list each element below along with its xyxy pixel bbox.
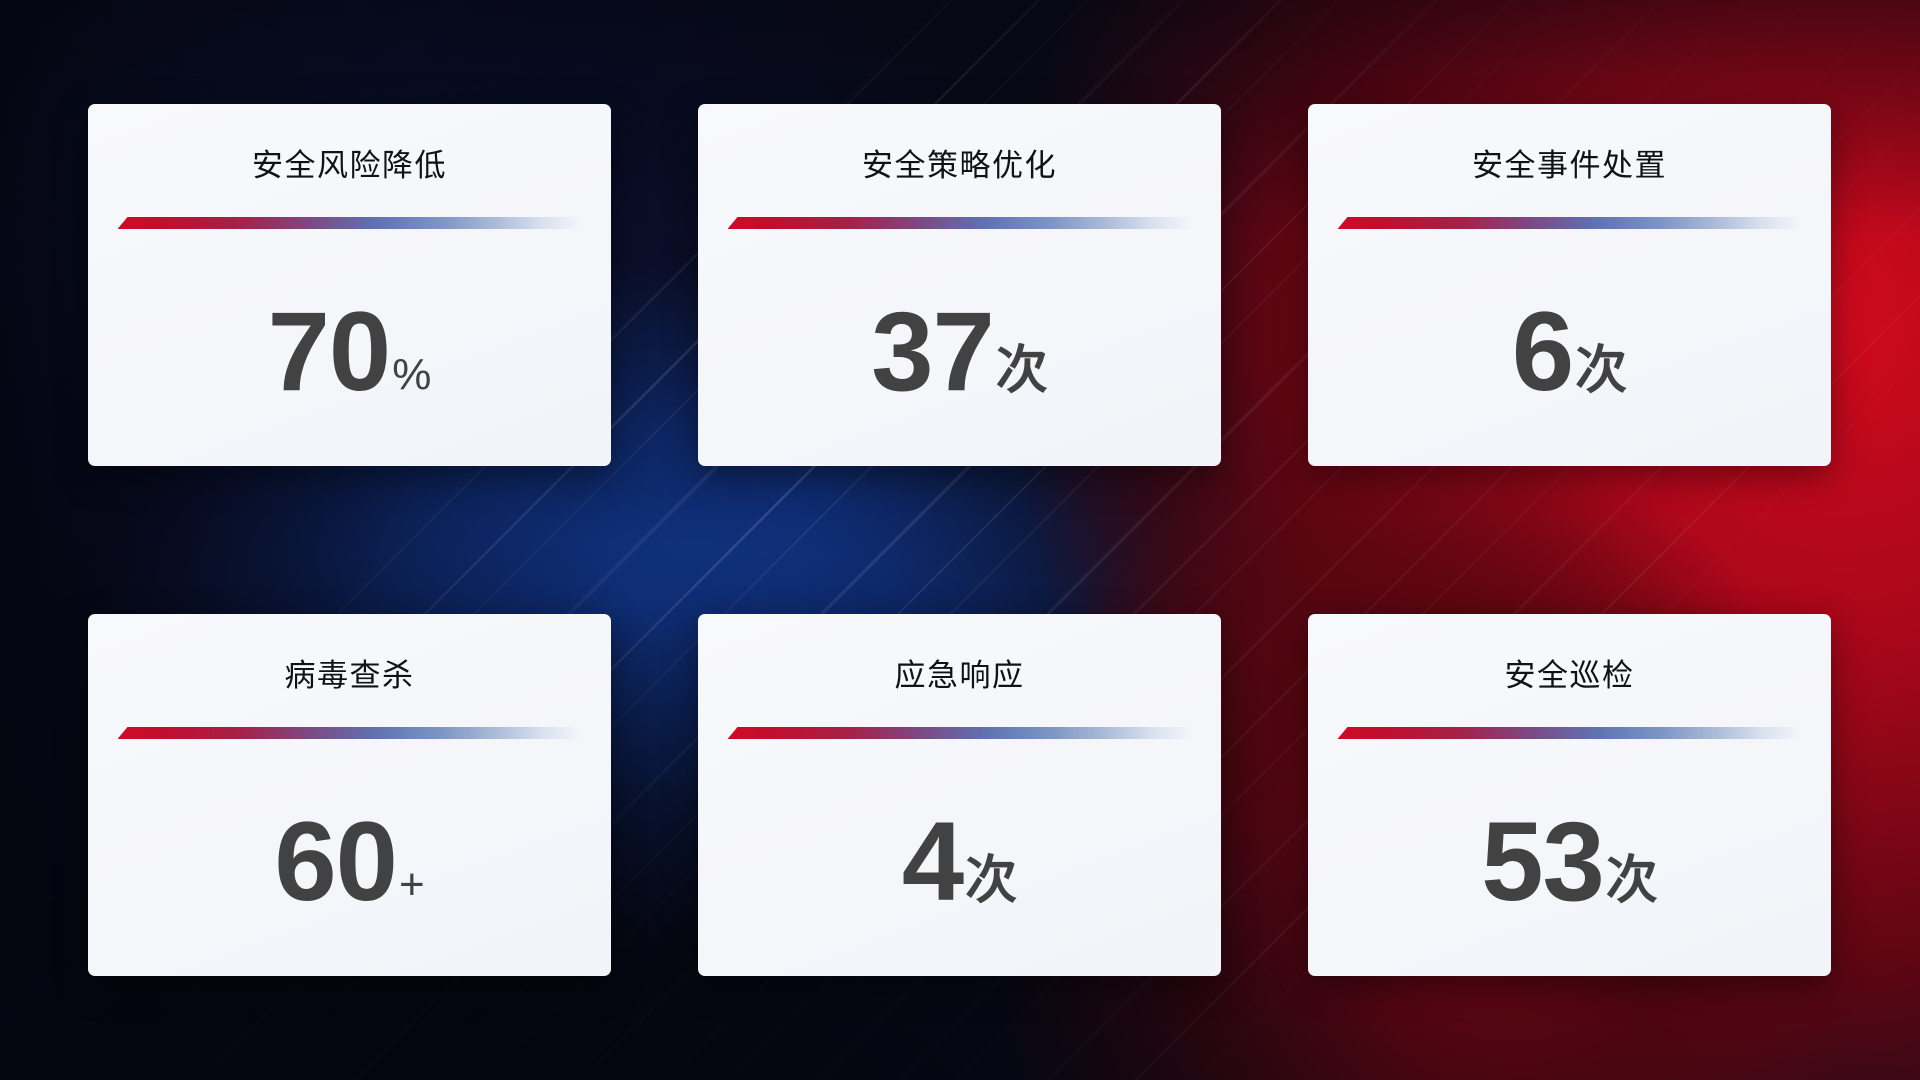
gradient-rule [117, 727, 582, 739]
gradient-rule [1337, 217, 1802, 229]
stat-card-title: 安全事件处置 [1472, 148, 1667, 183]
stat-card-value: 37 次 [871, 296, 1048, 408]
stat-card-suffix: % [392, 350, 432, 399]
stat-card-divider [727, 727, 1192, 739]
stat-card-value: 53 次 [1481, 806, 1658, 918]
stat-card-number: 4 [901, 799, 964, 924]
stat-card[interactable]: 应急响应 4 次 [698, 614, 1221, 976]
stat-card-divider [1337, 727, 1802, 739]
stat-card-suffix: 次 [965, 852, 1018, 910]
stat-card-divider [117, 217, 582, 229]
stat-card-suffix: + [398, 860, 425, 909]
stat-card-title: 安全风险降低 [252, 148, 447, 183]
stat-card-value: 60 + [274, 806, 424, 918]
stat-card-value: 70% [268, 296, 432, 408]
stat-card-number: 6 [1511, 289, 1574, 414]
stat-card-divider [727, 217, 1192, 229]
stat-card-grid: 安全风险降低 70% 安全策略优化 37 次安全事件处置 6 次病毒查杀 60 + 应急响应 4 次安… [88, 104, 1832, 976]
stat-card-suffix: 次 [995, 342, 1048, 400]
stat-card[interactable]: 安全巡检 53 次 [1308, 614, 1831, 976]
stat-card-suffix: 次 [1575, 342, 1628, 400]
stat-card[interactable]: 安全策略优化 37 次 [698, 104, 1221, 466]
stat-card-title: 应急响应 [894, 658, 1025, 693]
stat-card-title: 病毒查杀 [284, 658, 415, 693]
gradient-rule [727, 217, 1192, 229]
stat-card-number: 70 [267, 289, 392, 414]
stat-card[interactable]: 安全风险降低 70% [88, 104, 611, 466]
stat-card-title: 安全巡检 [1504, 658, 1635, 693]
stat-card-divider [1337, 217, 1802, 229]
gradient-rule [117, 217, 582, 229]
stat-card-number: 60 [274, 799, 398, 924]
gradient-rule [727, 727, 1192, 739]
stat-card-suffix: 次 [1605, 852, 1658, 910]
stat-card-number: 53 [1481, 799, 1605, 924]
stat-card[interactable]: 病毒查杀 60 + [88, 614, 611, 976]
stat-card-number: 37 [871, 289, 995, 414]
gradient-rule [1337, 727, 1802, 739]
stat-card-title: 安全策略优化 [862, 148, 1057, 183]
stat-card-divider [117, 727, 582, 739]
stat-card[interactable]: 安全事件处置 6 次 [1308, 104, 1831, 466]
